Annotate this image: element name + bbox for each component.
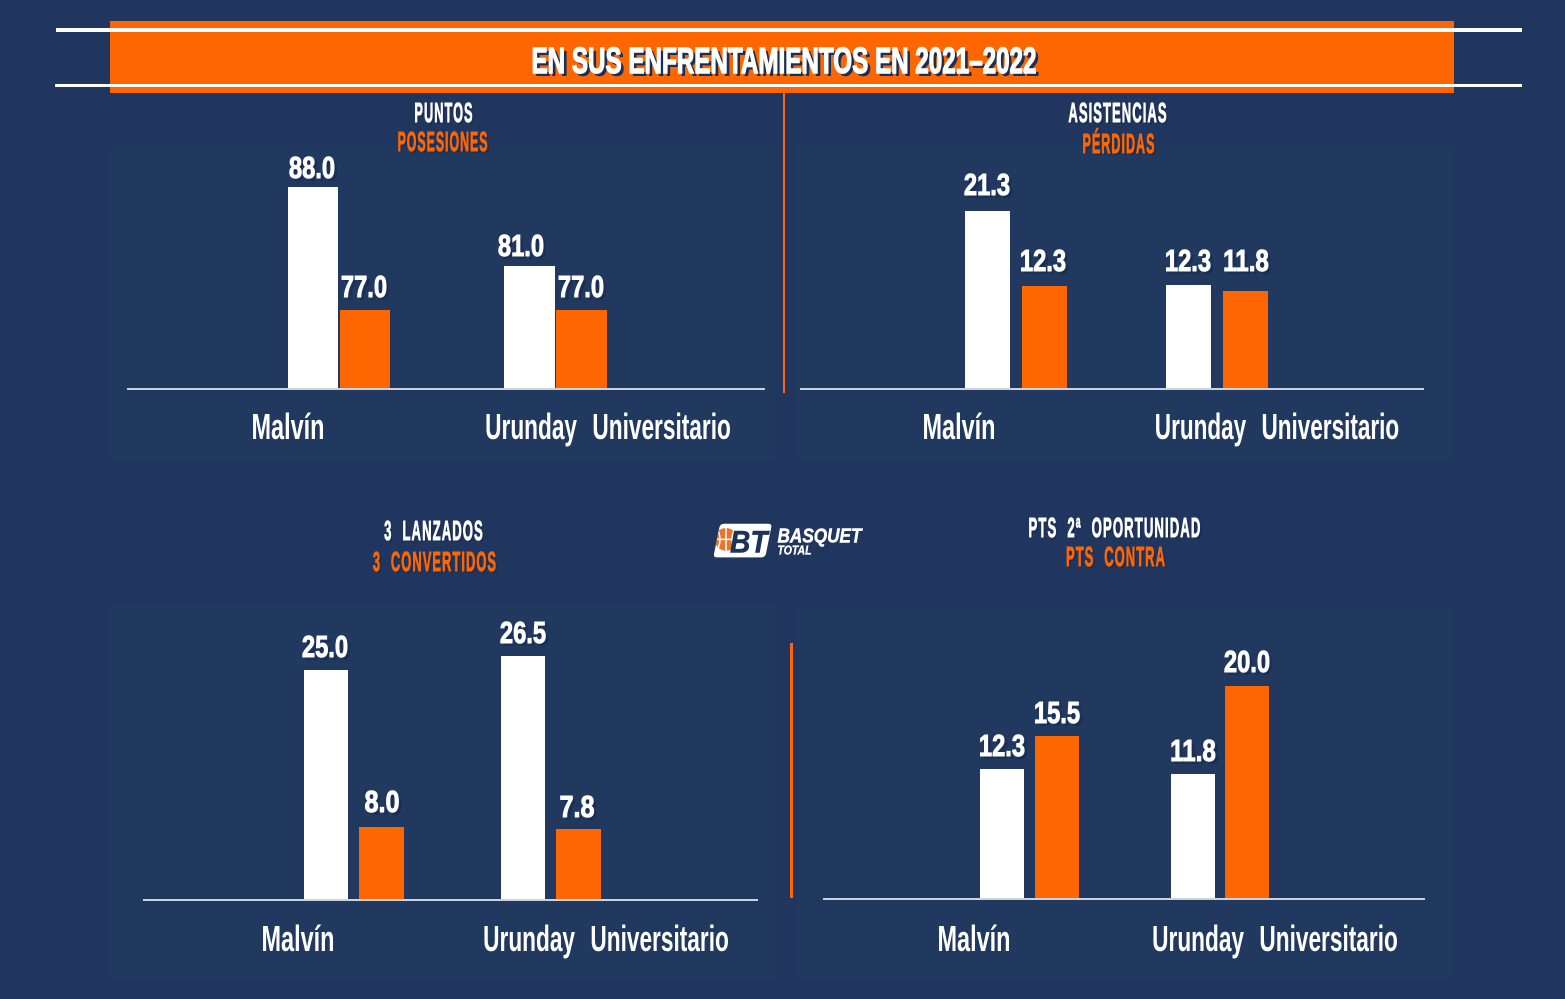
svg-text:BT: BT (730, 525, 770, 560)
svg-text:BASQUET: BASQUET (778, 525, 863, 548)
svg-text:TOTAL: TOTAL (778, 544, 812, 558)
